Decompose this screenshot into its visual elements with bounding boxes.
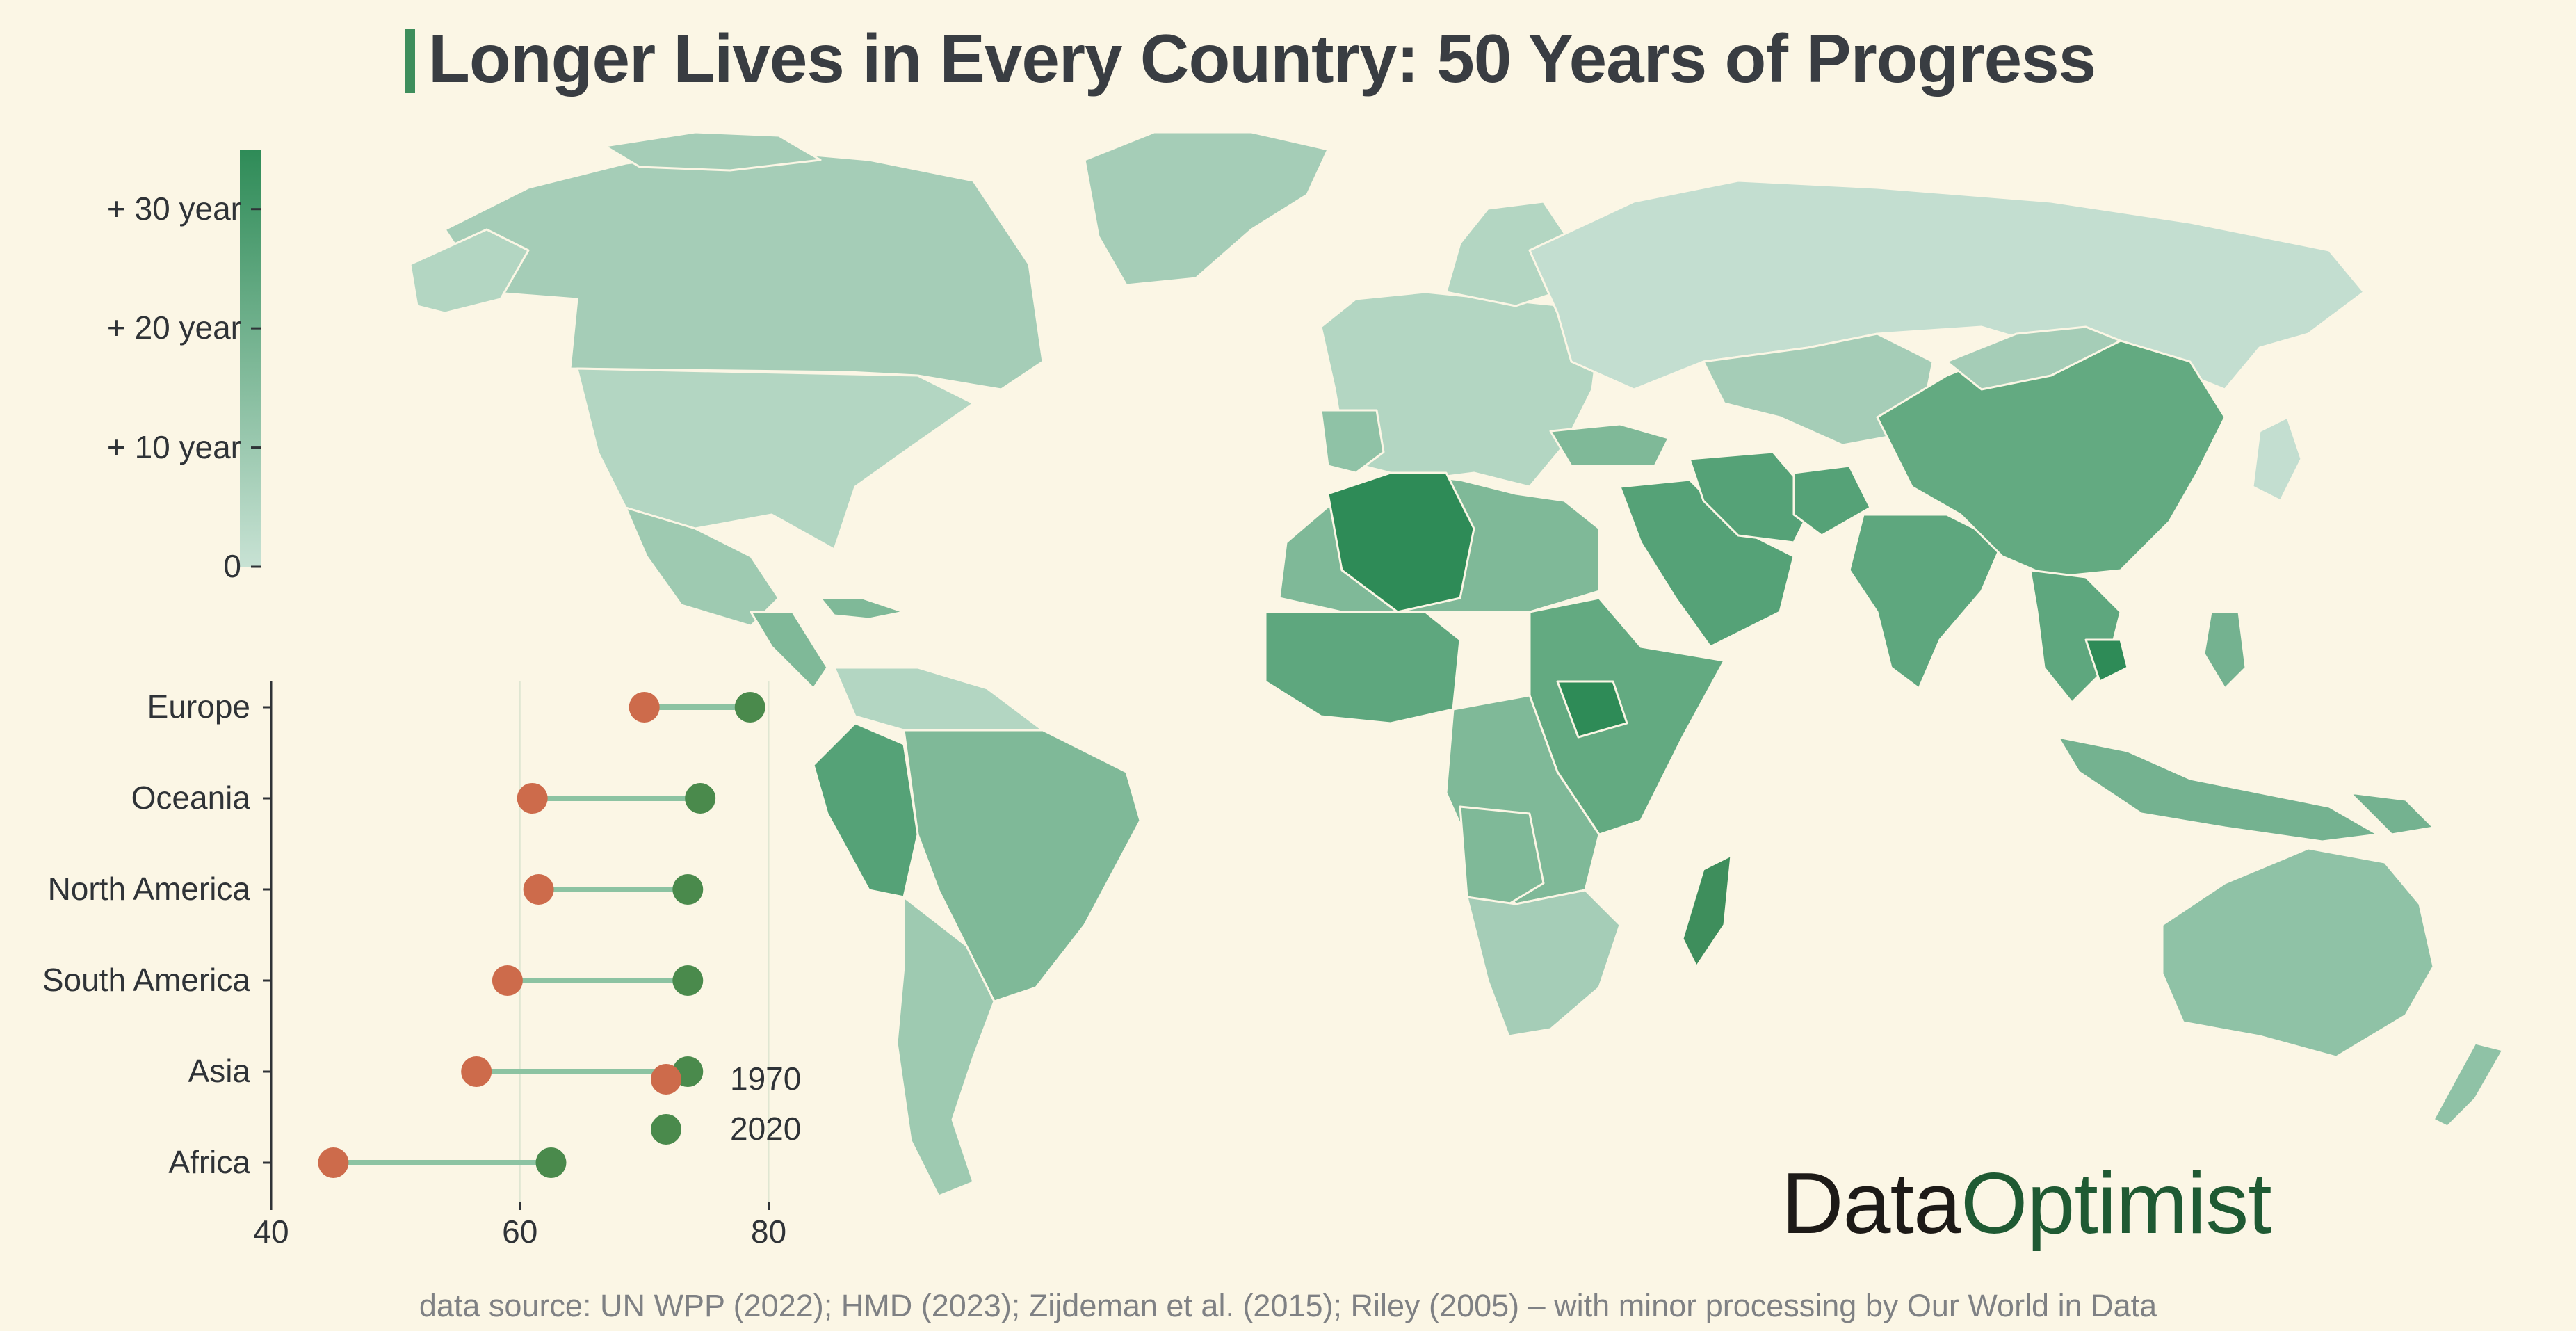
point-1970	[517, 783, 548, 814]
map-region-india	[1848, 513, 2004, 690]
map-region-madagascar	[1681, 854, 1733, 968]
map-region-usa	[576, 367, 975, 551]
map-region-southeast-asia	[2029, 569, 2122, 704]
page-title: Longer Lives in Every Country: 50 Years …	[428, 20, 2096, 97]
map-region-japan	[2251, 416, 2303, 502]
category-label: Africa	[168, 1144, 250, 1180]
map-region-cambodia	[2084, 638, 2129, 683]
map-region-west-africa	[1264, 611, 1461, 725]
map-region-arctic-islands	[604, 131, 822, 172]
map-region-algeria	[1327, 471, 1475, 613]
map-region-alaska	[409, 228, 530, 314]
map-region-indonesia	[2057, 736, 2379, 843]
point-2020	[685, 783, 716, 814]
map-region-canada	[444, 148, 1044, 391]
map-region-turkey	[1549, 423, 1670, 467]
map-region-caribbean	[819, 597, 905, 620]
map-region-iberia	[1320, 409, 1385, 474]
point-2020	[672, 874, 704, 905]
color-scale-ticks	[251, 208, 261, 568]
point-1970	[318, 1147, 349, 1178]
x-tick-label: 60	[502, 1213, 538, 1250]
color-scale-bar	[240, 150, 261, 567]
map-region-scandinavia	[1445, 200, 1573, 307]
category-label: South America	[42, 962, 250, 998]
map-region-mongolia	[1945, 325, 2122, 391]
map-region-papua-new-guinea	[2349, 791, 2435, 836]
x-tick-label: 40	[253, 1213, 289, 1250]
legend-label-2020: 2020	[730, 1111, 802, 1147]
legend-marker-2020	[651, 1114, 681, 1145]
map-region-south-sudan	[1556, 680, 1628, 739]
dumbbell-chart	[263, 681, 770, 1210]
point-1970	[461, 1056, 492, 1087]
legend-marker-1970	[651, 1064, 681, 1095]
map-region-russia	[1528, 179, 2365, 391]
color-scale-tick-label: + 20 year	[106, 309, 241, 346]
map-region-new-zealand	[2432, 1042, 2504, 1128]
point-2020	[535, 1147, 567, 1178]
map-region-southern-cone	[896, 896, 996, 1197]
legend-label-1970: 1970	[730, 1060, 802, 1097]
map-region-central-america	[750, 611, 829, 690]
x-tick-label: 80	[750, 1213, 787, 1250]
point-2020	[734, 692, 765, 723]
category-label: Asia	[188, 1053, 250, 1089]
category-label: North America	[47, 871, 250, 907]
map-region-philippines	[2203, 611, 2247, 690]
brand-logo: DataOptimist	[1781, 1156, 2272, 1252]
color-scale-tick-label: 0	[223, 548, 241, 584]
point-2020	[672, 965, 704, 996]
point-1970	[629, 692, 660, 723]
map-region-brazil	[902, 729, 1142, 1003]
map-region-australia	[2161, 847, 2435, 1058]
category-label: Europe	[147, 688, 250, 725]
data-source-note: data source: UN WPP (2022); HMD (2023); …	[419, 1288, 2157, 1323]
title-accent-bar	[405, 29, 415, 93]
point-1970	[523, 874, 554, 905]
map-region-greenland	[1083, 131, 1329, 287]
color-scale-tick-label: + 10 year	[106, 428, 241, 465]
map-region-southern-africa	[1466, 889, 1621, 1038]
map-region-south-america-north	[833, 666, 1044, 732]
map-region-angola	[1459, 805, 1545, 905]
map-region-peru	[812, 722, 919, 898]
category-label: Oceania	[131, 780, 250, 816]
point-1970	[492, 965, 523, 996]
map-region-afghanistan	[1792, 465, 1872, 537]
map-region-iran	[1688, 451, 1816, 544]
color-scale-tick-label: + 30 year	[106, 190, 241, 227]
